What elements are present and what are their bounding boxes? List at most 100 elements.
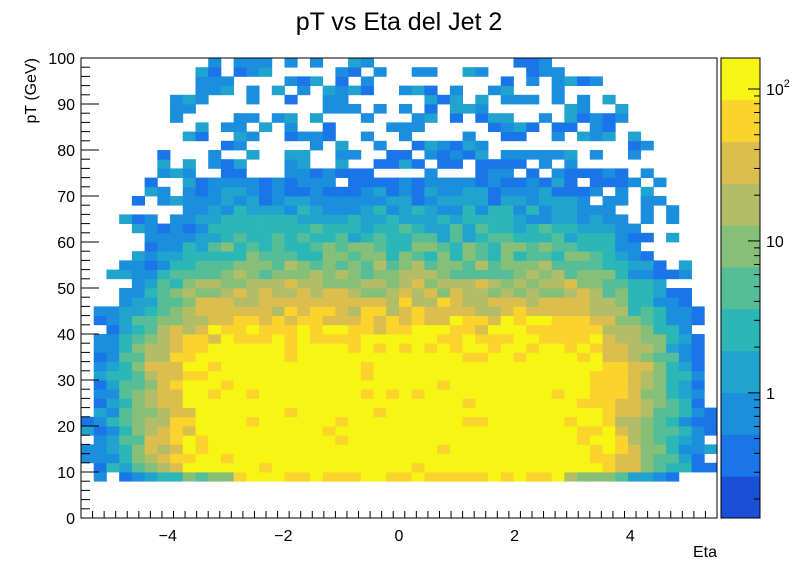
heatmap-cell	[220, 398, 235, 408]
heatmap-cell	[309, 205, 324, 215]
heatmap-cell	[577, 168, 591, 178]
heatmap-cell	[462, 380, 476, 390]
heatmap-cell	[538, 269, 553, 280]
heatmap-cell	[627, 288, 642, 298]
heatmap-cell	[678, 288, 692, 298]
heatmap-cell	[322, 131, 336, 142]
heatmap-cell	[653, 444, 667, 454]
heatmap-cell	[360, 58, 374, 68]
heatmap-cell	[195, 389, 209, 399]
heatmap-cell	[246, 426, 260, 436]
heatmap-cell	[424, 370, 438, 381]
heatmap-cell	[513, 462, 527, 473]
heatmap-cell	[309, 76, 324, 86]
heatmap-cell	[615, 315, 629, 326]
heatmap-cell	[602, 260, 616, 270]
heatmap-cell	[411, 389, 425, 399]
heatmap-cell	[144, 324, 158, 335]
heatmap-cell	[538, 352, 553, 362]
heatmap-cell	[564, 352, 578, 362]
heatmap-cell	[640, 260, 654, 270]
heatmap-cell	[526, 269, 540, 280]
heatmap-cell	[462, 214, 476, 224]
heatmap-cell	[195, 472, 209, 482]
heatmap-cell	[399, 435, 413, 445]
heatmap-cell	[399, 214, 413, 224]
heatmap-cell	[335, 242, 349, 252]
heatmap-cell	[259, 186, 273, 197]
heatmap-cell	[208, 242, 222, 252]
heatmap-cell	[119, 370, 133, 381]
heatmap-cell	[170, 297, 184, 307]
heatmap-cell	[208, 159, 222, 169]
heatmap-cell	[500, 131, 514, 142]
heatmap-cell	[284, 223, 298, 234]
heatmap-cell	[182, 453, 196, 464]
heatmap-cell	[259, 122, 273, 132]
heatmap-cell	[386, 472, 400, 482]
heatmap-cell	[564, 435, 578, 445]
color-scale-band	[721, 434, 760, 477]
heatmap-cell	[182, 242, 196, 252]
heatmap-cell	[500, 306, 514, 316]
heatmap-cell	[220, 462, 235, 473]
heatmap-cell	[297, 278, 311, 289]
heatmap-cell	[653, 324, 667, 335]
heatmap-cell	[182, 334, 196, 344]
heatmap-cell	[131, 361, 145, 372]
heatmap-cell	[500, 196, 514, 206]
heatmap-cell	[208, 352, 222, 362]
heatmap-cell	[488, 343, 502, 353]
heatmap-cell	[627, 232, 642, 243]
heatmap-cell	[144, 453, 158, 464]
heatmap-cell	[526, 472, 540, 482]
heatmap-cell	[615, 426, 629, 436]
heatmap-cell	[157, 168, 171, 178]
heatmap-cell	[131, 324, 145, 335]
heatmap-cell	[399, 122, 413, 132]
heatmap-cell	[246, 398, 260, 408]
heatmap-cell	[386, 269, 400, 280]
heatmap-cell	[284, 278, 298, 289]
heatmap-cell	[449, 472, 463, 482]
heatmap-cell	[335, 223, 349, 234]
heatmap-cell	[589, 223, 603, 234]
heatmap-cell	[449, 343, 463, 353]
heatmap-cell	[220, 76, 235, 86]
heatmap-cell	[653, 315, 667, 326]
heatmap-cell	[526, 196, 540, 206]
heatmap-cell	[119, 462, 133, 473]
heatmap-cell	[170, 306, 184, 316]
heatmap-cell	[678, 297, 692, 307]
heatmap-cell	[666, 352, 680, 362]
heatmap-cell	[144, 334, 158, 344]
heatmap-cell	[271, 398, 285, 408]
heatmap-cell	[488, 269, 502, 280]
heatmap-cell	[373, 361, 387, 372]
heatmap-cell	[259, 472, 273, 482]
heatmap-cell	[475, 205, 489, 215]
heatmap-cell	[462, 288, 476, 298]
heatmap-cell	[373, 444, 387, 454]
heatmap-cell	[577, 352, 591, 362]
heatmap-cell	[373, 260, 387, 270]
heatmap-cell	[182, 324, 196, 335]
heatmap-cell	[704, 462, 718, 473]
heatmap-cell	[233, 380, 247, 390]
heatmap-cell	[449, 380, 463, 390]
heatmap-cell	[577, 444, 591, 454]
heatmap-cell	[182, 343, 196, 353]
heatmap-cell	[335, 67, 349, 77]
heatmap-cell	[220, 242, 235, 252]
y-tick-label: 20	[57, 419, 75, 436]
heatmap-cell	[437, 278, 451, 289]
heatmap-cell	[462, 150, 476, 160]
heatmap-cell	[386, 232, 400, 243]
heatmap-cell	[360, 214, 374, 224]
heatmap-cell	[577, 288, 591, 298]
heatmap-cell	[640, 361, 654, 372]
heatmap-cell	[627, 416, 642, 427]
heatmap-cell	[144, 370, 158, 381]
heatmap-cell	[411, 472, 425, 482]
